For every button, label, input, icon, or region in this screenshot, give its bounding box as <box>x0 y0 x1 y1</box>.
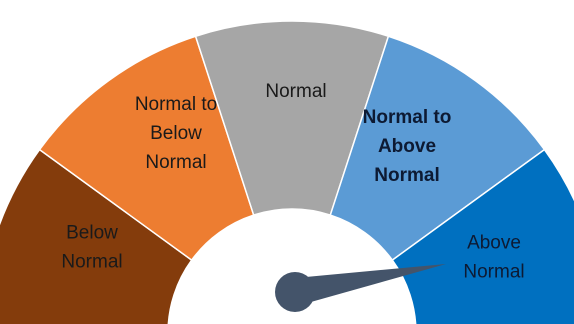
segment-label-line: Normal to <box>135 94 217 115</box>
segment-label-normal: Normal <box>265 81 326 102</box>
segment-label-line: Normal <box>265 81 326 102</box>
segment-label-line: Below <box>150 123 202 144</box>
segment-label-line: Normal <box>145 152 206 173</box>
segment-label-normal-to-below-normal: Normal to Below Normal <box>135 94 217 173</box>
segment-label-normal-to-above-normal: Normal to Above Normal <box>363 107 452 186</box>
segment-label-line: Above <box>467 233 521 254</box>
segment-label-below-normal: Below Normal <box>61 223 122 273</box>
needle-pointer <box>292 264 446 306</box>
segment-label-line: Normal <box>374 165 439 186</box>
segment-label-line: Normal to <box>363 107 452 128</box>
segment-normal <box>194 20 390 217</box>
segment-label-line: Normal <box>463 262 524 283</box>
segment-label-line: Above <box>378 136 436 157</box>
segment-normal-to-above-normal <box>329 35 546 262</box>
segment-label-above-normal: Above Normal <box>463 233 524 283</box>
segment-below-normal <box>0 148 193 324</box>
needle-hub <box>275 272 315 312</box>
segment-label-line: Below <box>66 223 118 244</box>
segment-normal-to-below-normal <box>38 35 255 262</box>
gauge-needle <box>275 264 446 312</box>
segment-above-normal <box>391 148 574 324</box>
segment-label-line: Normal <box>61 252 122 273</box>
